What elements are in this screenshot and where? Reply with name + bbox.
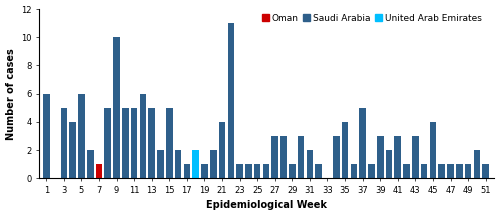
Bar: [218, 122, 226, 178]
Bar: [104, 108, 111, 178]
Bar: [316, 164, 322, 178]
Bar: [465, 164, 471, 178]
Bar: [333, 136, 340, 178]
Bar: [70, 122, 76, 178]
Bar: [254, 164, 260, 178]
Bar: [175, 150, 182, 178]
Bar: [192, 150, 199, 178]
Bar: [289, 164, 296, 178]
Bar: [421, 164, 428, 178]
Bar: [298, 136, 304, 178]
Bar: [394, 136, 401, 178]
Bar: [262, 164, 270, 178]
Bar: [122, 108, 128, 178]
Bar: [377, 136, 384, 178]
Bar: [87, 150, 94, 178]
Bar: [342, 122, 348, 178]
Bar: [157, 150, 164, 178]
Bar: [210, 150, 216, 178]
Bar: [228, 23, 234, 178]
Bar: [280, 136, 287, 178]
X-axis label: Epidemiological Week: Epidemiological Week: [206, 200, 328, 210]
Legend: Oman, Saudi Arabia, United Arab Emirates: Oman, Saudi Arabia, United Arab Emirates: [258, 10, 486, 26]
Bar: [272, 136, 278, 178]
Bar: [114, 37, 120, 178]
Bar: [306, 150, 313, 178]
Bar: [245, 164, 252, 178]
Bar: [368, 164, 374, 178]
Bar: [201, 164, 208, 178]
Bar: [60, 108, 67, 178]
Bar: [148, 108, 155, 178]
Bar: [78, 94, 84, 178]
Bar: [236, 164, 243, 178]
Bar: [96, 164, 102, 178]
Bar: [386, 150, 392, 178]
Bar: [360, 108, 366, 178]
Bar: [131, 108, 138, 178]
Bar: [350, 164, 357, 178]
Bar: [43, 94, 50, 178]
Bar: [447, 164, 454, 178]
Bar: [430, 122, 436, 178]
Bar: [412, 136, 418, 178]
Bar: [482, 164, 489, 178]
Bar: [456, 164, 462, 178]
Bar: [404, 164, 410, 178]
Bar: [166, 108, 172, 178]
Bar: [184, 164, 190, 178]
Bar: [140, 94, 146, 178]
Bar: [438, 164, 445, 178]
Bar: [474, 150, 480, 178]
Y-axis label: Number of cases: Number of cases: [6, 48, 16, 140]
